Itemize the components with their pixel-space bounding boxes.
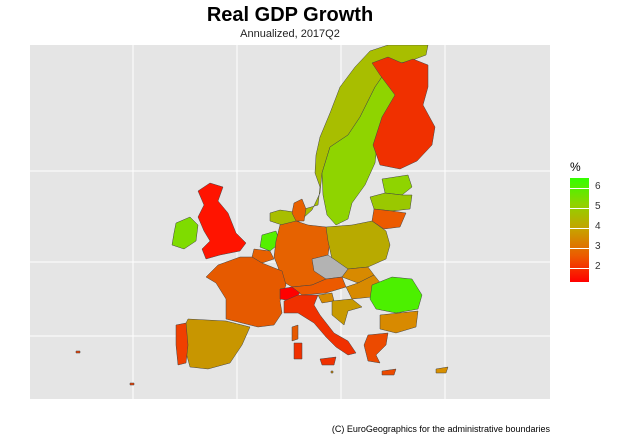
region-croatia	[331, 298, 363, 326]
legend-label: 3	[595, 241, 601, 252]
copyright-caption: (C) EuroGeographics for the administrati…	[331, 424, 550, 434]
region-corsica	[291, 324, 299, 342]
region-spain	[181, 318, 251, 370]
legend-tick	[570, 268, 589, 269]
legend-tick	[570, 228, 589, 229]
legend-title: %	[570, 160, 581, 174]
legend-label: 4	[595, 221, 601, 232]
legend-label: 6	[595, 181, 601, 192]
legend-label: 5	[595, 201, 601, 212]
region-denmark	[291, 198, 307, 222]
region-ireland	[171, 216, 199, 250]
region-slovenia	[317, 292, 335, 304]
region-sardinia	[293, 342, 303, 360]
region-malta	[330, 370, 334, 374]
legend-tick	[570, 208, 589, 209]
legend-label: 2	[595, 261, 601, 272]
legend-tick	[570, 248, 589, 249]
region-cyprus	[435, 366, 449, 374]
region-sicily	[319, 356, 337, 366]
region-france	[205, 256, 287, 328]
region-atlantic-islands	[75, 350, 135, 386]
region-estonia	[381, 174, 413, 196]
region-uk	[197, 182, 247, 260]
legend-tick	[570, 188, 589, 189]
region-bulgaria	[379, 310, 419, 334]
map-panel	[30, 45, 550, 399]
region-norway	[269, 45, 429, 226]
region-latvia	[369, 192, 413, 212]
map-title: Real GDP Growth	[206, 4, 374, 26]
region-portugal	[175, 322, 189, 366]
europe-map	[30, 45, 550, 399]
map-legend: % 6 5 4 3 2	[562, 160, 620, 300]
region-greece	[363, 332, 389, 364]
region-austria	[291, 276, 347, 296]
region-belgium	[251, 248, 275, 264]
region-poland	[325, 220, 391, 270]
region-italy	[283, 294, 357, 356]
legend-color-bar	[570, 178, 589, 282]
region-finland	[371, 56, 436, 170]
map-subtitle: Annualized, 2017Q2	[240, 28, 340, 40]
region-romania	[369, 276, 423, 314]
region-crete	[381, 368, 397, 376]
